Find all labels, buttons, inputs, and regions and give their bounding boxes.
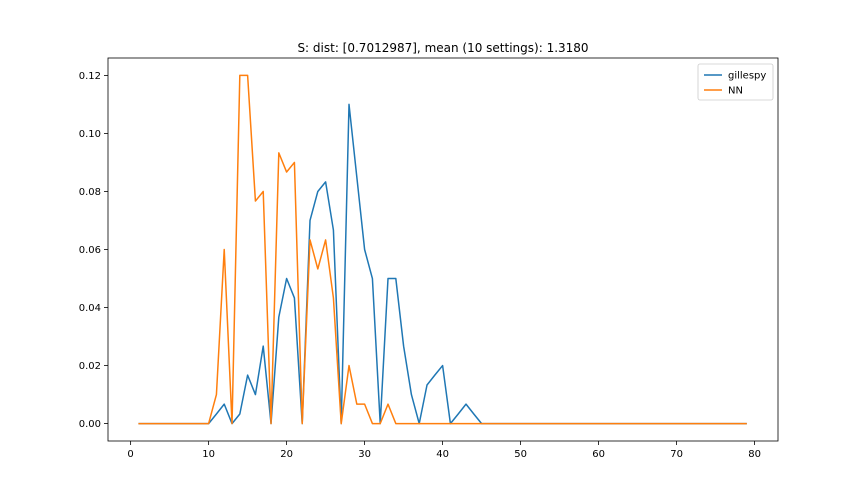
x-tick-label: 70 [670,449,683,460]
x-tick-label: 20 [280,449,293,460]
y-tick-label: 0.02 [79,361,101,372]
x-tick-label: 10 [202,449,215,460]
x-tick-label: 0 [127,449,133,460]
x-tick-label: 40 [436,449,449,460]
chart-title: S: dist: [0.7012987], mean (10 settings)… [297,41,588,55]
y-tick-label: 0.12 [79,71,101,82]
y-tick-label: 0.00 [79,419,101,430]
legend-label-nn: NN [728,86,743,97]
x-tick-label: 30 [358,449,371,460]
y-tick-label: 0.06 [79,245,101,256]
legend-label-gillespy: gillespy [728,71,766,82]
plot-frame [107,57,779,442]
y-axis: 0.00 0.02 0.04 0.06 0.08 0.10 0.12 [79,71,108,430]
series-layer [138,74,747,425]
x-tick-label: 60 [592,449,605,460]
x-tick-label: 50 [514,449,527,460]
x-tick-label: 80 [748,449,761,460]
legend-box [697,63,774,101]
y-tick-label: 0.08 [79,187,101,198]
y-tick-label: 0.04 [79,303,101,314]
x-axis: 0 10 20 30 40 50 60 70 80 [127,441,761,460]
legend: gillespy NN [697,63,774,101]
y-tick-label: 0.10 [79,129,101,140]
series-line-nn [138,74,747,425]
